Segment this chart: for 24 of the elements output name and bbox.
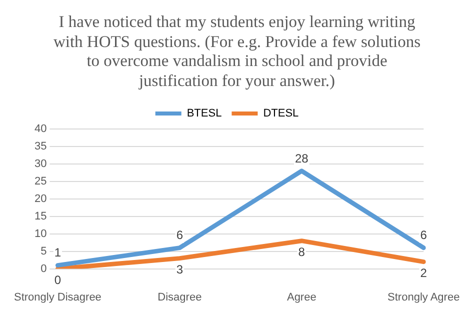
y-tick-label: 35 xyxy=(34,140,47,153)
y-tick-label: 25 xyxy=(34,175,47,188)
data-label: 1 xyxy=(54,246,62,260)
data-label: 3 xyxy=(176,262,184,277)
y-tick-label: 15 xyxy=(34,210,47,222)
legend-label: BTESL xyxy=(186,108,222,120)
data-label: 6 xyxy=(420,228,428,242)
x-tick-label: Disagree xyxy=(158,291,202,304)
x-tick-label: Strongly Agree xyxy=(388,291,460,304)
y-tick-label: 0 xyxy=(40,262,47,275)
y-tick-label: 40 xyxy=(34,123,47,136)
y-tick-label: 30 xyxy=(34,158,47,170)
data-label: 28 xyxy=(294,151,309,166)
legend-label: DTESL xyxy=(263,108,299,120)
chart-title: I have noticed that my students enjoy learning writing with HOTS questions. (For e.g. Provide a few solutions to overcome vandalism in school and provide justification for your answer.) xyxy=(52,12,422,90)
y-tick-label: 10 xyxy=(34,228,47,240)
y-tick-label: 20 xyxy=(34,192,47,205)
y-tick-label: 5 xyxy=(40,245,47,258)
data-label: 2 xyxy=(420,266,428,280)
x-tick-label: Agree xyxy=(286,291,316,304)
data-label: 0 xyxy=(54,273,62,288)
data-label: 8 xyxy=(298,245,306,260)
data-label: 6 xyxy=(176,228,184,242)
x-tick-label: Strongly Disagree xyxy=(14,291,102,304)
